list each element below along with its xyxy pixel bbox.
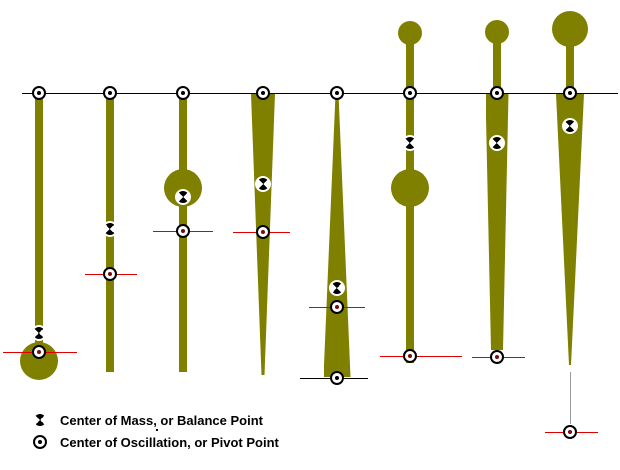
pendulum-8-center-of-oscillation-marker [563,425,577,439]
pendulum-7-tapered-rod [485,94,509,350]
pendulum-8-tapered-rod [556,94,584,365]
legend-label-mass: Center of Mass, or Balance Point [60,412,263,428]
pendulum-3-center-of-oscillation-marker [176,224,190,238]
pivot-line [22,93,618,94]
center-of-oscillation-icon [33,435,47,449]
marker-dot [335,376,339,380]
pendulum-4-center-of-oscillation-marker [256,225,270,239]
pendulum-5-end-point-marker [330,371,344,385]
marker-dot [408,91,412,95]
pendulum-8-rod [566,29,574,94]
pendulum-2-pivot-point-marker [103,86,117,100]
marker-dot [108,91,112,95]
marker-dot [335,91,339,95]
pendulum-5-pivot-point-marker [330,86,344,100]
pendulum-6-pivot-point-marker [403,86,417,100]
pendulum-7-pivot-point-marker [490,86,504,100]
center-of-mass-icon [32,412,48,428]
marker-dot [568,91,572,95]
pendulum-7-center-of-oscillation-marker [490,350,504,364]
pendulum-3-center-of-mass-marker [175,189,191,205]
pendulum-8-extension-line [569,372,571,424]
pendulum-6-center-of-mass-marker [402,135,418,151]
pendulum-6-ball [391,169,429,207]
pendulum-1-center-of-mass-marker [31,325,47,341]
marker-dot [568,430,572,434]
legend-label-oscillation: Center of Oscillation, or Pivot Point [60,434,279,450]
pendulum-6-center-of-oscillation-line [380,356,462,357]
marker-dot [181,229,185,233]
pendulum-1-rod [35,93,43,361]
legend-row-mass: Center of Mass, or Balance Point [32,409,279,431]
marker-dot [38,440,42,444]
pendulum-8-center-of-mass-marker [562,118,578,134]
marker-dot [408,354,412,358]
marker-dot [335,305,339,309]
marker-dot [261,230,265,234]
pendulum-2-center-of-mass-marker [102,221,118,237]
marker-dot [37,350,41,354]
pendulum-1-pivot-point-marker [32,86,46,100]
marker-dot [495,355,499,359]
marker-dot [261,91,265,95]
pendulum-5-center-of-oscillation-marker [330,300,344,314]
pendulum-2-center-of-oscillation-marker [103,267,117,281]
pendulum-3-pivot-point-marker [176,86,190,100]
legend-row-oscillation: Center of Oscillation, or Pivot Point [32,431,279,453]
pendulum-7-rod [493,32,501,94]
pendulum-1-center-of-oscillation-marker [32,345,46,359]
legend: Center of Mass, or Balance Point Center … [32,409,279,453]
marker-dot [37,91,41,95]
pendulum-4-pivot-point-marker [256,86,270,100]
artifact-dot [156,429,158,431]
pendulum-4-center-of-mass-marker [255,176,271,192]
marker-dot [108,272,112,276]
marker-dot [495,91,499,95]
pendulum-6-center-of-oscillation-marker [403,349,417,363]
pendulum-5-center-of-mass-marker [329,280,345,296]
marker-dot [181,91,185,95]
pendulum-5-tapered-rod [323,94,351,377]
pendulum-8-pivot-point-marker [563,86,577,100]
pendulum-7-center-of-mass-marker [489,135,505,151]
